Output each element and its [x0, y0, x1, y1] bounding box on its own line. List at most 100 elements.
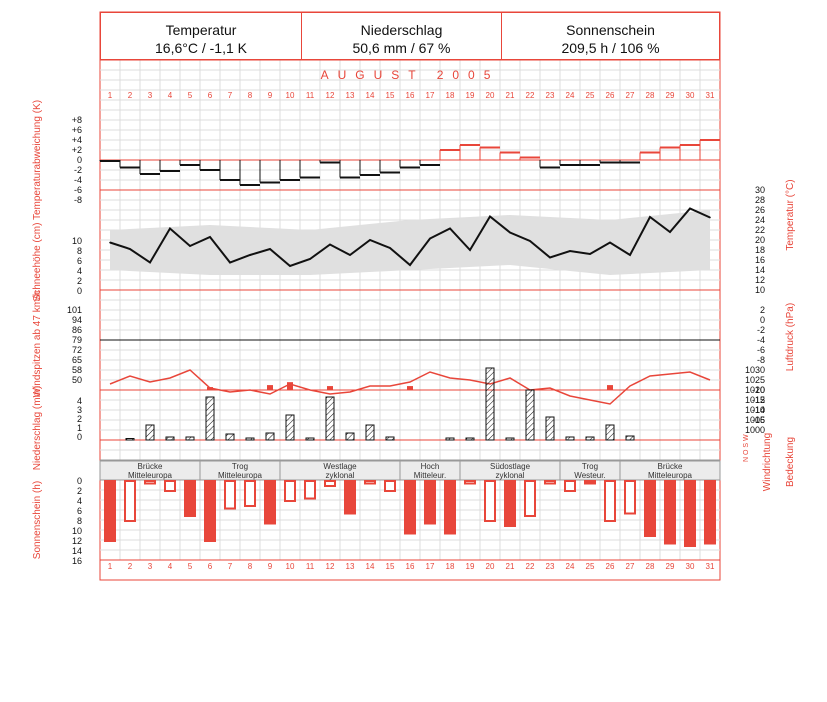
sunshine-bar	[184, 480, 196, 517]
precipitation-bar	[565, 436, 575, 441]
weather-type-label: Trog	[232, 462, 248, 471]
snow-tick: 0	[77, 286, 82, 296]
cloud-axis-title: Bedeckung	[785, 437, 796, 487]
sunshine-bar	[324, 480, 336, 487]
sunshine-bar	[664, 480, 676, 545]
temperature-point	[549, 256, 551, 259]
sunshine-bar	[404, 480, 416, 535]
day-label-bottom: 5	[188, 562, 193, 571]
day-label-bottom: 26	[606, 562, 615, 571]
weather-type-sublabel: Mitteleur.	[414, 471, 446, 480]
pressure-tick: 1010	[745, 405, 765, 415]
precipitation-bar	[325, 396, 335, 441]
precipitation-bar	[245, 437, 255, 441]
day-label-bottom: 9	[268, 562, 273, 571]
day-label-top: 14	[366, 91, 375, 100]
day-label-top: 12	[326, 91, 335, 100]
precipitation-tick: 4	[77, 396, 82, 406]
temperature-point	[409, 264, 411, 266]
pressure-tick: -8	[757, 355, 765, 365]
anomaly-tick: +6	[72, 125, 82, 135]
temperature-point	[289, 265, 291, 267]
temperature-point	[529, 240, 531, 242]
weather-type-label: Hoch	[421, 462, 440, 471]
temperature-tick: 28	[755, 195, 765, 205]
temperature-tick: 16	[755, 255, 765, 265]
sunshine-axis-title: Sonnenschein (h)	[32, 481, 43, 559]
sunshine-bar	[424, 480, 436, 525]
pressure-tick: 1005	[745, 415, 765, 425]
weather-type-label: Trog	[582, 462, 598, 471]
precipitation-bar	[185, 436, 195, 441]
header-sunshine-title: Sonnenschein	[566, 22, 655, 38]
sunshine-bar	[684, 480, 696, 547]
pressure-tick: 2	[760, 305, 765, 315]
temperature-point	[649, 216, 651, 218]
gust-bar	[607, 385, 613, 390]
gust-tick: 94	[72, 315, 82, 325]
pressure-anomaly-tick: -12	[752, 395, 765, 405]
day-label-bottom: 3	[148, 562, 153, 571]
chart-frame	[99, 11, 721, 581]
temperature-point	[429, 237, 431, 240]
temperature-point	[249, 254, 251, 256]
day-label-top: 28	[646, 91, 655, 100]
weather-type-label: Brücke	[658, 462, 683, 471]
precipitation-tick: 2	[77, 414, 82, 424]
anomaly-tick: +2	[72, 145, 82, 155]
precipitation-bar	[625, 435, 635, 441]
temperature-point	[369, 239, 371, 241]
day-label-top: 30	[686, 91, 695, 100]
day-label-bottom: 28	[646, 562, 655, 571]
sunshine-bar	[144, 480, 156, 485]
temperature-point	[489, 215, 491, 218]
pressure-tick: 1000	[745, 425, 765, 435]
day-label-top: 7	[228, 91, 233, 100]
sunshine-bar	[264, 480, 276, 525]
precipitation-axis-title: Niederschlag (mm)	[32, 386, 43, 470]
day-label-top: 23	[546, 91, 555, 100]
anomaly-tick: 0	[77, 155, 82, 165]
day-label-bottom: 10	[286, 562, 295, 571]
day-label-top: 19	[466, 91, 475, 100]
precipitation-tick: 1	[77, 423, 82, 433]
anomaly-tick: +8	[72, 115, 82, 125]
precipitation-bar	[345, 432, 355, 441]
temperature-point	[229, 261, 231, 264]
temperature-tick: 18	[755, 245, 765, 255]
snow-tick: 6	[77, 256, 82, 266]
temperature-point	[389, 247, 391, 249]
precipitation-bar	[465, 437, 475, 441]
gust-bar	[267, 385, 273, 390]
snow-tick: 2	[77, 276, 82, 286]
day-label-bottom: 18	[446, 562, 455, 571]
weather-type-label: Südostlage	[490, 462, 531, 471]
precipitation-tick: 3	[77, 405, 82, 415]
day-label-top: 27	[626, 91, 635, 100]
pressure-tick: 1020	[745, 385, 765, 395]
temperature-point	[349, 254, 351, 256]
temperature-point	[629, 254, 631, 256]
sunshine-bar	[484, 480, 496, 522]
gust-tick: 65	[72, 355, 82, 365]
temperature-point	[109, 241, 111, 244]
day-label-bottom: 19	[466, 562, 475, 571]
day-label-bottom: 17	[426, 562, 435, 571]
temperature-axis-title: Temperatur (°C)	[785, 179, 796, 250]
sunshine-tick: 0	[77, 476, 82, 486]
day-label-bottom: 14	[366, 562, 375, 571]
snow-tick: 8	[77, 246, 82, 256]
sunshine-tick: 4	[77, 496, 82, 506]
day-label-bottom: 20	[486, 562, 495, 571]
pressure-anomaly-tick: -16	[752, 415, 765, 425]
precipitation-bar	[605, 424, 615, 441]
gust-tick: 86	[72, 325, 82, 335]
weather-type-label: Westlage	[323, 462, 357, 471]
temperature-tick: 22	[755, 225, 765, 235]
anomaly-axis-title: Temperaturabweichung (K)	[32, 100, 43, 220]
temperature-tick: 26	[755, 205, 765, 215]
temperature-point	[309, 258, 311, 260]
weather-type-sublabel: Westeur.	[574, 471, 605, 480]
day-label-top: 11	[306, 91, 315, 100]
header-precipitation-value: 50,6 mm / 67 %	[352, 40, 451, 56]
